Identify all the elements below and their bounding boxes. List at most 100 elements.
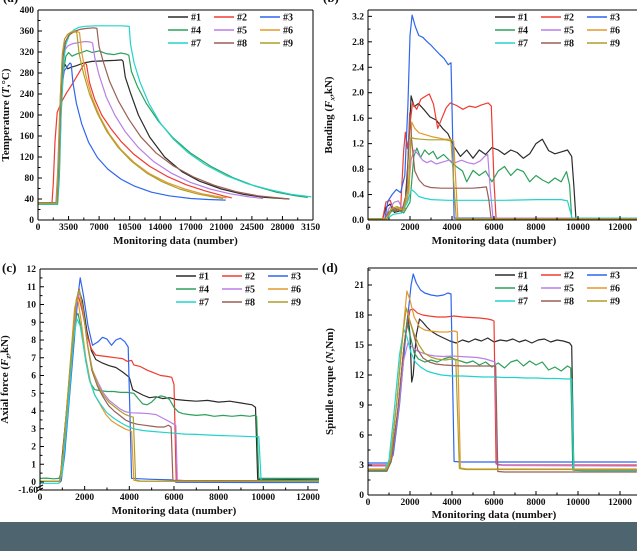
- y-tick-label: 11: [27, 283, 36, 293]
- series-line-3: [38, 62, 226, 204]
- series-line-3: [368, 14, 637, 220]
- x-tick-label: 0: [366, 223, 371, 233]
- series-line-7: [368, 328, 637, 471]
- series-line-1: [38, 59, 290, 204]
- x-tick-label: 2000: [401, 223, 420, 233]
- legend-label-9: #9: [291, 298, 301, 309]
- series-line-8: [40, 287, 319, 482]
- legend-label-3: #3: [291, 272, 301, 283]
- x-tick-label: 10000: [566, 498, 590, 508]
- legend-label-2: #2: [245, 272, 255, 283]
- x-tick-label: 21000: [209, 223, 233, 233]
- y-tick-label: 4: [31, 407, 36, 417]
- x-tick-label: 6000: [164, 493, 183, 503]
- y-tick-label: 1.6: [352, 114, 364, 124]
- y-tick-label: 0.0: [352, 216, 364, 226]
- legend-label-5: #5: [564, 284, 574, 295]
- y-tick-label: 3: [31, 425, 36, 435]
- legend-label-1: #1: [199, 272, 209, 283]
- x-tick-label: 24500: [240, 223, 264, 233]
- panel-b-chart: 0 2000 4000 6000 8000 10000 12000 0.0 0.4 0.8 1.2 1…: [323, 0, 637, 247]
- y-tick-label: 10: [27, 301, 37, 311]
- x-tick-label: 4000: [443, 223, 462, 233]
- legend-label-3: #3: [610, 13, 620, 24]
- legend-label-7: #7: [191, 39, 201, 50]
- y-tick-label: 280: [20, 69, 35, 79]
- y-tick-label: 200: [20, 111, 35, 121]
- y-tick-label: 120: [20, 153, 35, 163]
- legend-label-1: #1: [191, 13, 201, 24]
- series-line-9: [40, 289, 319, 483]
- legend-label-6: #6: [610, 284, 620, 295]
- series-group: [38, 25, 312, 205]
- y-tick-label: 9: [31, 318, 36, 328]
- legend-label-9: #9: [610, 39, 620, 50]
- legend-label-7: #7: [518, 297, 528, 308]
- series-line-7: [40, 318, 319, 484]
- legend-label-6: #6: [610, 26, 620, 37]
- series-line-9: [368, 307, 637, 471]
- legend-label-5: #5: [564, 26, 574, 37]
- y-tick-label: 18: [355, 311, 365, 321]
- x-tick-label: 7000: [90, 223, 109, 233]
- y-tick-label: 0: [359, 491, 364, 501]
- x-tick-label: 0: [36, 223, 41, 233]
- series-line-2: [38, 62, 232, 204]
- legend-label-7: #7: [518, 39, 528, 50]
- x-axis-title: Monitoring data (number): [432, 235, 557, 247]
- y-tick-label: 5: [31, 389, 36, 399]
- panel-d-chart: 0 2000 4000 6000 8000 10000 12000 0 3 6 9 12 15 18 21 M…: [322, 260, 637, 521]
- series-line-1: [40, 289, 319, 483]
- legend-label-3: #3: [610, 271, 620, 282]
- x-tick-label: 10000: [566, 223, 590, 233]
- y-tick-label: 3.2: [352, 12, 364, 22]
- legend-label-2: #2: [564, 271, 574, 282]
- series-line-6: [368, 121, 637, 220]
- legend-label-6: #6: [283, 26, 293, 37]
- legend-label-8: #8: [564, 39, 574, 50]
- series-line-9: [368, 136, 637, 220]
- series-line-7: [38, 25, 312, 205]
- legend-label-8: #8: [245, 298, 255, 309]
- y-tick-label: 0.4: [352, 191, 364, 201]
- y-tick-label: 6: [31, 372, 36, 382]
- legend-label-7: #7: [199, 298, 209, 309]
- series-group: [368, 273, 637, 473]
- y-tick-label: 8: [31, 336, 36, 346]
- y-tick-label: 400: [20, 6, 35, 16]
- series-line-1: [368, 314, 637, 472]
- series-line-8: [368, 112, 637, 220]
- y-axis-title: Bending (Fx,kN): [323, 76, 337, 153]
- series-line-4: [368, 321, 637, 472]
- legend-label-3: #3: [283, 13, 293, 24]
- x-tick-label: 0: [38, 493, 43, 503]
- y-tick-label: 6: [359, 431, 364, 441]
- x-axis-title: Monitoring data (number): [113, 235, 238, 247]
- panel-label-b: (b): [323, 0, 339, 5]
- y-tick-label: 0: [31, 478, 36, 488]
- x-tick-label: 17000: [179, 223, 203, 233]
- legend-label-8: #8: [237, 39, 247, 50]
- legend: #1 #2 #3 #4 #5 #6 #7 #8 #9: [495, 271, 620, 308]
- y-tick-label: 80: [25, 174, 35, 184]
- y-tick-label: 12: [355, 371, 365, 381]
- y-tick-label: 2.4: [352, 63, 364, 73]
- y-tick-label: 40: [25, 195, 35, 205]
- x-tick-label: 8000: [209, 493, 228, 503]
- series-line-5: [368, 149, 637, 220]
- axis-break-mark: [36, 487, 44, 492]
- series-line-2: [368, 308, 637, 466]
- legend-label-1: #1: [518, 271, 528, 282]
- x-tick-label: 2000: [75, 493, 94, 503]
- series-line-3: [368, 273, 637, 464]
- x-tick-label: 12000: [608, 498, 632, 508]
- x-tick-label: 8000: [527, 223, 546, 233]
- y-tick-label: 2.0: [352, 89, 364, 99]
- x-axis-title: Monitoring data (number): [432, 509, 557, 521]
- y-tick-label: 9: [359, 401, 364, 411]
- y-tick-label: 3: [359, 461, 364, 471]
- series-line-6: [40, 296, 319, 483]
- y-tick-label: 15: [355, 341, 365, 351]
- legend: #1 #2 #3 #4 #5 #6 #7 #8 #9: [176, 272, 301, 309]
